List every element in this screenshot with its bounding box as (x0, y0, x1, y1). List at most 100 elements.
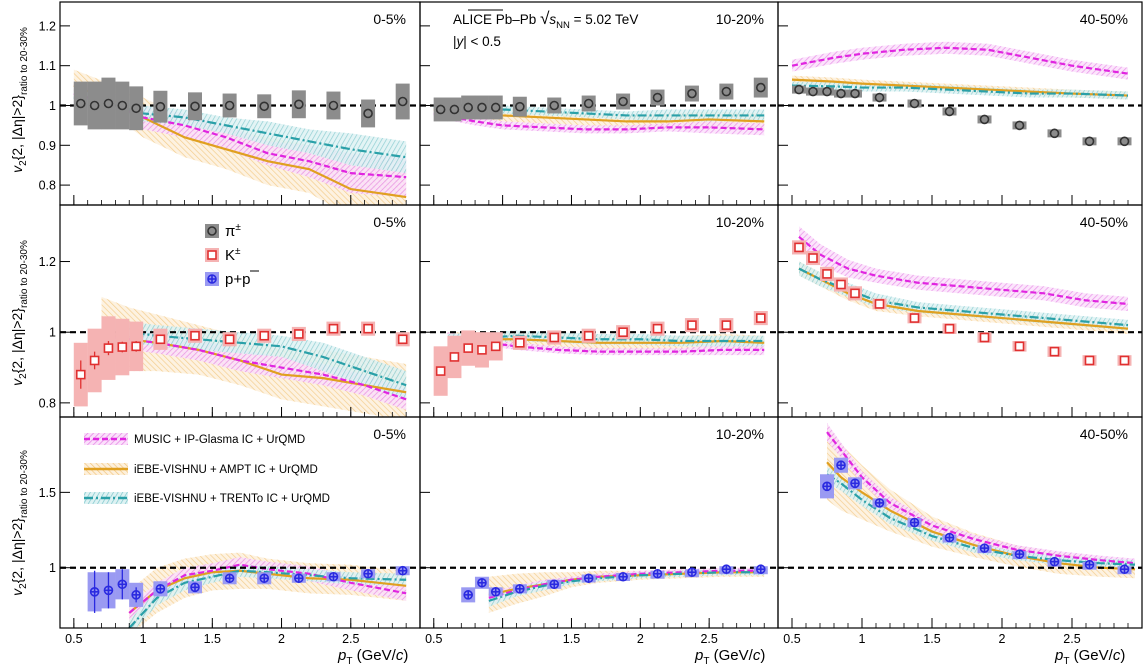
x-tick-label: 1 (499, 632, 506, 646)
syst-box (684, 85, 699, 102)
data-point (224, 334, 235, 345)
svg-text:v2{2, |Δη|>2}ratio to 20-30%: v2{2, |Δη|>2}ratio to 20-30% (9, 240, 30, 386)
music-line (826, 431, 1136, 565)
data-point (822, 86, 832, 97)
centrality-label: 0-5% (373, 11, 406, 27)
data-point (155, 101, 166, 112)
panel-kaon-40-50%: 40-50% (777, 204, 1143, 418)
data-point (477, 102, 487, 113)
data-point (1014, 120, 1025, 131)
centrality-label: 0-5% (373, 214, 406, 230)
data-point (822, 269, 832, 279)
y-tick-label: 1 (49, 99, 56, 113)
x-tick-label: 2.5 (700, 632, 717, 646)
music-line (791, 46, 1129, 75)
y-tick-label: 1.5 (39, 486, 56, 500)
music-band (792, 41, 1128, 80)
y-axis-title-row2: v2{2, |Δη|>2}ratio to 20-30% (9, 240, 30, 386)
x-tick-label: 2.5 (1063, 632, 1080, 646)
panel-frame (419, 204, 779, 418)
collision-system-label: ALICE Pb–Pb √sNN = 5.02 TeV (453, 9, 638, 31)
data-point (131, 103, 141, 114)
rapidity-cut-label: |y| < 0.5 (453, 34, 501, 49)
data-point (190, 101, 200, 112)
centrality-label: 40-50% (1080, 11, 1128, 27)
data-point (435, 104, 446, 115)
data-point (1049, 346, 1060, 357)
legend-label-pion: π± (225, 222, 241, 240)
data-point (75, 98, 86, 109)
data-point (874, 92, 885, 103)
data-point (490, 102, 501, 113)
legend-label-trento: iEBE-VISHNU + TRENTo IC + UrQMD (134, 493, 330, 505)
music-band (827, 423, 1135, 568)
syst-box (719, 83, 734, 100)
syst-box (115, 81, 130, 130)
y-tick-label: 1 (49, 326, 56, 340)
syst-box (547, 97, 562, 114)
data-point (836, 279, 846, 290)
data-point (1084, 136, 1095, 147)
syst-box (1082, 137, 1097, 146)
data-point (794, 84, 804, 95)
data-point (721, 320, 732, 330)
music-band (433, 109, 765, 136)
syst-box (616, 93, 631, 110)
syst-box (433, 97, 448, 122)
syst-box (834, 89, 848, 98)
syst-box (222, 93, 237, 118)
y-axis-title-row1: v2{2, |Δη|>2}ratio to 20-30% (9, 27, 30, 173)
data-point (618, 327, 628, 338)
data-point (190, 330, 200, 341)
data-point (397, 96, 408, 107)
panel-kaon-10-20%: 10-20% (419, 204, 779, 418)
legend-entry-proton: p+p (205, 270, 259, 288)
syst-box (447, 97, 462, 122)
data-point (687, 320, 697, 330)
syst-box (806, 87, 820, 96)
legend-label-ampt: iEBE-VISHNU + AMPT IC + UrQMD (134, 464, 318, 476)
x-tick-label: 1.5 (563, 632, 580, 646)
syst-box (907, 99, 922, 108)
x-tick-label: 0.5 (65, 632, 82, 646)
trento-line (447, 334, 765, 343)
data-point (944, 106, 955, 117)
kaon-marker-square (207, 250, 217, 260)
panel-pion-0-5%: 0.8 0.9 1 1.1 1.2 0-5% (39, 1, 421, 206)
data-point (687, 88, 697, 99)
data-point (363, 323, 373, 334)
data-point (583, 330, 594, 341)
legend-entry-pion: π± (205, 222, 241, 240)
panel-grid: 0.8 0.9 1 1.1 1.2 0-5% 10-20% 40-50% 0.8 1 1.2 0-5%… (39, 1, 1143, 646)
y-tick-label: 1.2 (39, 19, 56, 33)
syst-box (848, 89, 862, 98)
plot-area (778, 226, 1142, 366)
data-point (117, 342, 128, 352)
syst-box (1047, 129, 1062, 138)
data-point (652, 323, 663, 334)
data-point (794, 242, 804, 253)
trento-line (791, 84, 1129, 97)
centrality-label: 10-20% (716, 11, 764, 27)
data-point (89, 100, 100, 111)
music-line (73, 92, 407, 179)
plot-area (778, 423, 1142, 579)
syst-box (650, 89, 665, 106)
panel-proton-0-5%: 1 1.5 0.5 1 1.5 2 2.5 0-5% (39, 416, 421, 646)
syst-box (101, 77, 116, 130)
syst-box (488, 95, 503, 120)
data-point (463, 102, 473, 113)
syst-box (291, 90, 306, 119)
syst-box (512, 96, 527, 117)
syst-box (326, 91, 341, 120)
data-point (515, 101, 525, 112)
data-point (397, 334, 408, 345)
legend-entry-music: MUSIC + IP-Glasma IC + UrQMD (84, 433, 305, 446)
panel-proton-40-50%: 0.5 1 1.5 2 2.5 40-50% (777, 416, 1143, 646)
data-point (944, 323, 955, 334)
data-point (1119, 136, 1130, 147)
syst-box (1012, 121, 1027, 130)
trento-line (433, 106, 765, 117)
plot-area (420, 77, 778, 136)
